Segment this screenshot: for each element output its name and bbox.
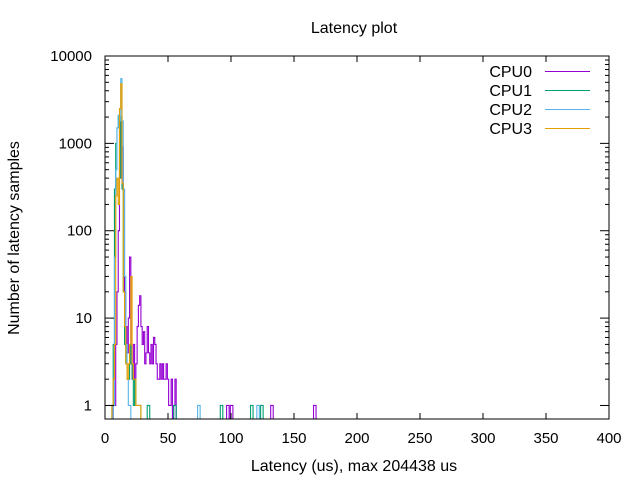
y-tick-label: 1000: [59, 135, 92, 152]
x-tick-label: 350: [533, 430, 558, 447]
plot-lines: [111, 78, 317, 420]
plot-frame: [104, 55, 610, 420]
chart-title: Latency plot: [311, 20, 398, 37]
x-tick-label: 400: [596, 430, 621, 447]
x-tick-label: 50: [160, 430, 177, 447]
legend: CPU0 CPU1 CPU2 CPU3: [489, 64, 590, 138]
legend-label: CPU2: [489, 102, 532, 119]
x-tick-label: 100: [218, 430, 243, 447]
x-tick-label: 250: [407, 430, 432, 447]
x-tick-label: 0: [101, 430, 109, 447]
series-line-cpu2: [112, 78, 260, 420]
y-tick-label: 1: [84, 397, 92, 414]
legend-label: CPU0: [489, 64, 532, 81]
x-tick-label: 150: [281, 430, 306, 447]
y-tick-label: 100: [67, 223, 92, 240]
x-tick-label: 200: [344, 430, 369, 447]
y-tick-label: 10: [75, 310, 92, 327]
x-tick-label: 300: [470, 430, 495, 447]
y-tick-label: 10000: [50, 48, 92, 65]
x-axis-label: Latency (us), max 204438 us: [251, 458, 457, 475]
series-line-cpu3: [111, 83, 142, 419]
legend-label: CPU1: [489, 83, 532, 100]
series-line-cpu0: [112, 120, 317, 420]
legend-label: CPU3: [489, 121, 532, 138]
y-axis-label: Number of latency samples: [6, 141, 23, 335]
axis-ticks: 0 50 100 150 200 250 300 350 400 1 10 100 1000 10000: [50, 48, 621, 447]
